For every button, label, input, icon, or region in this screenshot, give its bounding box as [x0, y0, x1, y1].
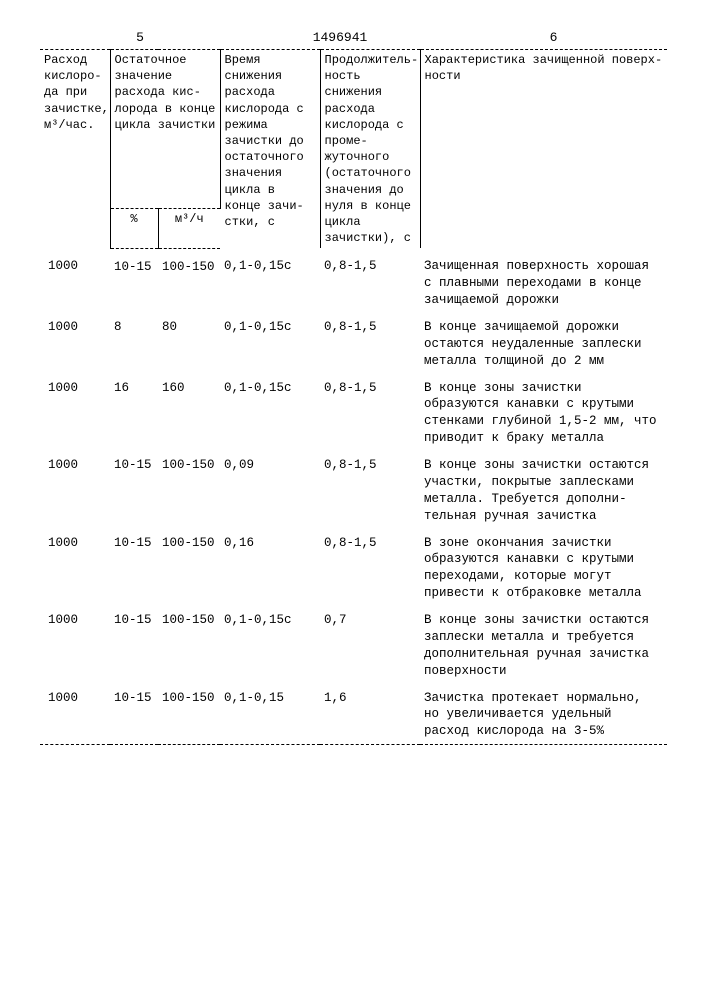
cell-flow: 1000: [40, 451, 110, 529]
cell-pct: 16: [110, 374, 158, 452]
cell-time: 0,09: [220, 451, 320, 529]
cell-pct: 10-15: [110, 684, 158, 745]
cell-flow: 1000: [40, 606, 110, 684]
cell-time: 0,1-0,15: [220, 684, 320, 745]
document-number: 1496941: [240, 30, 440, 45]
page-num-right: 6: [440, 30, 667, 45]
cell-char: В конце зоны зачис­тки остаются зап­леск…: [420, 606, 667, 684]
cell-dur: 0,8-1,5: [320, 313, 420, 374]
page-header: 5 1496941 6: [40, 30, 667, 45]
header-characteristic: Характеристика зачищенной поверх­ности: [420, 50, 667, 249]
cell-time: 0,1-0,15с: [220, 374, 320, 452]
cell-flow: 1000: [40, 684, 110, 745]
cell-char: В конце зачищаемой дорожки остаются неуд…: [420, 313, 667, 374]
header-percent: %: [110, 209, 158, 248]
cell-dur: 1,6: [320, 684, 420, 745]
header-residual: Остаточное значе­ние расхода кис­лорода …: [110, 50, 220, 209]
cell-dur: 0,8-1,5: [320, 451, 420, 529]
cell-m3h: 80: [158, 313, 220, 374]
cell-char: Зачистка протекает нормально, но уве­лич…: [420, 684, 667, 745]
cell-time: 0,1-0,15с: [220, 606, 320, 684]
header-flow: Расход кислоро­да при зачистке, м³/час.: [40, 50, 110, 249]
table-body: 1000 10-15 100-150 0,1-0,15с 0,8-1,5 Зач…: [40, 248, 667, 744]
header-time-reduce: Время снижения расхода кисло­рода с режи…: [220, 50, 320, 249]
cell-time: 0,16: [220, 529, 320, 607]
cell-char: Зачищенная поверх­ность хорошая с плавны…: [420, 248, 667, 313]
cell-m3h: 100-150: [158, 606, 220, 684]
cell-flow: 1000: [40, 248, 110, 313]
cell-flow: 1000: [40, 374, 110, 452]
cell-dur: 0,8-1,5: [320, 374, 420, 452]
page-num-left: 5: [40, 30, 240, 45]
cell-time: 0,1-0,15с: [220, 248, 320, 313]
cell-m3h: 100-150: [158, 684, 220, 745]
table-row: 1000 10-15 100-150 0,1-0,15 1,6 Зачистка…: [40, 684, 667, 745]
cell-pct: 10-15: [110, 606, 158, 684]
cell-dur: 0,7: [320, 606, 420, 684]
header-duration: Продолжитель­ность снижения расхода кисл…: [320, 50, 420, 249]
table-row: 1000 16 160 0,1-0,15с 0,8-1,5 В конце зо…: [40, 374, 667, 452]
table-row: 1000 10-15 100-150 0,1-0,15с 0,8-1,5 Зач…: [40, 248, 667, 313]
data-table: Расход кислоро­да при зачистке, м³/час. …: [40, 49, 667, 745]
cell-m3h: 160: [158, 374, 220, 452]
cell-dur: 0,8-1,5: [320, 248, 420, 313]
cell-char: В конце зоны зачис­тки остаются учас­тки…: [420, 451, 667, 529]
cell-pct: 8: [110, 313, 158, 374]
cell-pct: 10-15: [110, 451, 158, 529]
table-row: 1000 10-15 100-150 0,1-0,15с 0,7 В конце…: [40, 606, 667, 684]
cell-m3h: 100-150: [158, 529, 220, 607]
header-m3h: м³/ч: [158, 209, 220, 248]
cell-pct: 10-15: [110, 248, 158, 313]
cell-char: В зоне окончания зачистки образуются кан…: [420, 529, 667, 607]
cell-dur: 0,8-1,5: [320, 529, 420, 607]
cell-pct: 10-15: [110, 529, 158, 607]
cell-char: В конце зоны зачи­стки образуются ка­нав…: [420, 374, 667, 452]
cell-m3h: 100-150: [158, 451, 220, 529]
cell-time: 0,1-0,15с: [220, 313, 320, 374]
cell-flow: 1000: [40, 313, 110, 374]
cell-m3h: 100-150: [158, 248, 220, 313]
table-row: 1000 10-15 100-150 0,09 0,8-1,5 В конце …: [40, 451, 667, 529]
table-row: 1000 10-15 100-150 0,16 0,8-1,5 В зоне о…: [40, 529, 667, 607]
table-row: 1000 8 80 0,1-0,15с 0,8-1,5 В конце зачи…: [40, 313, 667, 374]
cell-flow: 1000: [40, 529, 110, 607]
